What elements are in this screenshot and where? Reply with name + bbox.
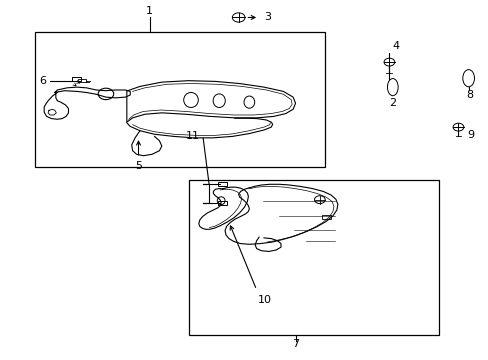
Text: 11: 11 — [185, 131, 200, 141]
Bar — [188, 180, 438, 336]
Text: 6: 6 — [39, 76, 46, 86]
Text: 5: 5 — [135, 161, 142, 171]
Text: 9: 9 — [466, 130, 473, 140]
Text: 4: 4 — [392, 41, 399, 51]
Text: 10: 10 — [257, 295, 271, 305]
Text: 3: 3 — [264, 13, 270, 22]
Text: 7: 7 — [291, 339, 299, 349]
Bar — [217, 181, 226, 185]
Bar — [72, 77, 81, 81]
Bar — [78, 79, 86, 82]
Text: 1: 1 — [146, 6, 153, 17]
Bar — [217, 201, 226, 205]
Bar — [322, 215, 330, 219]
Text: 8: 8 — [465, 90, 472, 100]
Text: 2: 2 — [388, 98, 396, 108]
Bar — [35, 32, 324, 167]
